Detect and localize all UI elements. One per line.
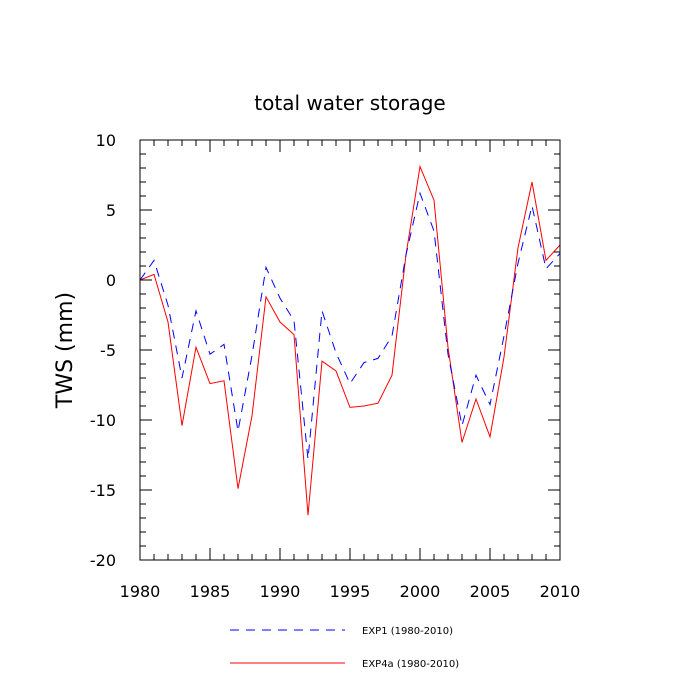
legend-label-exp4a: EXP4a (1980-2010) bbox=[362, 659, 459, 670]
legend: EXP1 (1980-2010) EXP4a (1980-2010) bbox=[230, 626, 459, 670]
y-tick-label: -20 bbox=[90, 551, 116, 570]
y-tick-label: 0 bbox=[106, 271, 116, 290]
axis-layer: 1980 1985 1990 1995 2000 2005 2010 10 5 0 -5 -10 -15… bbox=[90, 131, 581, 601]
series-layer bbox=[139, 164, 561, 516]
x-tick-label: 1990 bbox=[260, 582, 301, 601]
x-tick-label: 2000 bbox=[400, 582, 441, 601]
series-line-exp1 bbox=[139, 191, 561, 460]
x-tick-label: 1985 bbox=[190, 582, 231, 601]
y-tick-label: -5 bbox=[100, 341, 116, 360]
y-tick-label: -15 bbox=[90, 481, 116, 500]
x-tick-label: 1995 bbox=[330, 582, 371, 601]
y-tick-label: 5 bbox=[106, 201, 116, 220]
chart-title: total water storage bbox=[254, 91, 445, 115]
y-tick-label: 10 bbox=[96, 131, 116, 150]
legend-label-exp1: EXP1 (1980-2010) bbox=[362, 626, 453, 637]
y-axis-label: TWS (mm) bbox=[53, 292, 78, 409]
x-tick-label: 2010 bbox=[540, 582, 581, 601]
series-line-exp4a bbox=[139, 164, 561, 516]
x-tick-label: 1980 bbox=[120, 582, 161, 601]
plot-frame bbox=[139, 139, 561, 561]
y-tick-label: -10 bbox=[90, 411, 116, 430]
x-tick-label: 2005 bbox=[470, 582, 511, 601]
